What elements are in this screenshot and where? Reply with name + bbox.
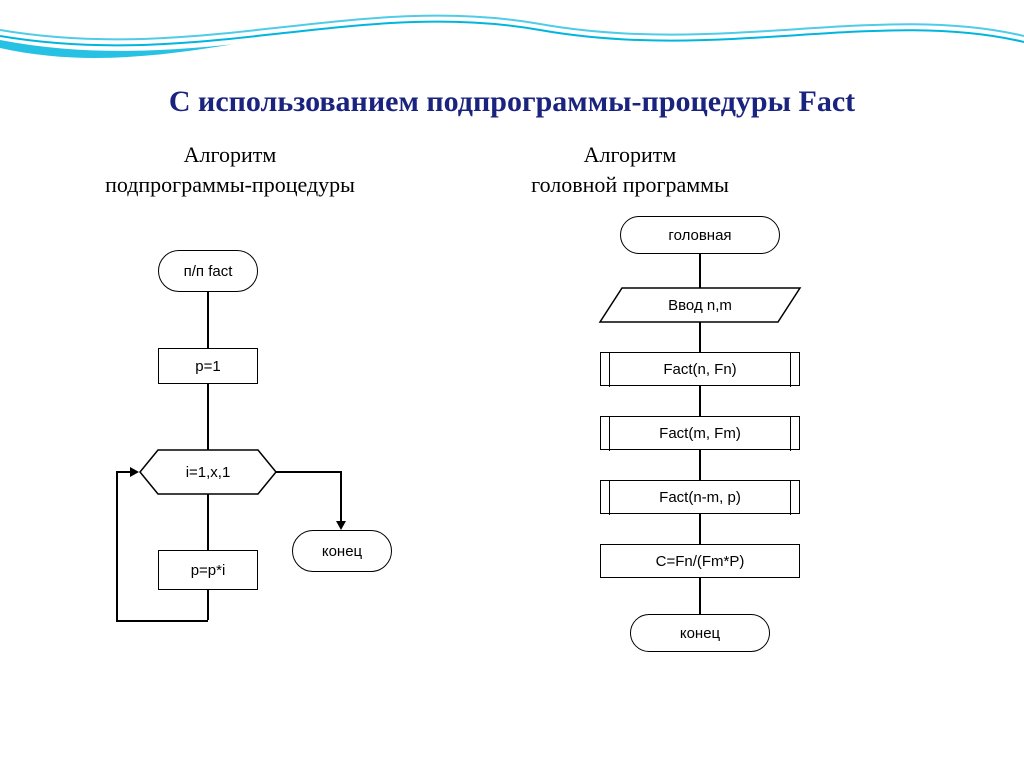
header-wave-decoration [0,0,1024,90]
left-subtitle: Алгоритм подпрограммы-процедуры [70,140,390,199]
node-in-shape [600,288,800,322]
node-calc-label: C=Fn/(Fm*P) [656,553,745,570]
edge [699,322,701,352]
page-title: С использованием подпрограммы-процедуры … [0,85,1024,119]
edge [116,471,118,621]
right-flowchart: головная Ввод n,m Fact(n, Fn) Fact(m, Fm… [560,216,900,746]
left-subtitle-line1: Алгоритм [184,142,277,167]
edge [699,514,701,544]
right-subtitle: Алгоритм головной программы [460,140,800,199]
arrow-down-icon [336,521,346,530]
node-end-left-label: конец [322,543,362,560]
node-p1: p=1 [158,348,258,384]
left-subtitle-line2: подпрограммы-процедуры [105,172,355,197]
node-body: p=p*i [158,550,258,590]
edge [699,386,701,416]
node-calc: C=Fn/(Fm*P) [600,544,800,578]
edge [276,471,340,473]
node-body-label: p=p*i [191,562,226,579]
right-subtitle-line2: головной программы [531,172,729,197]
node-start-left: п/п fact [158,250,258,292]
edge [207,292,209,348]
node-c1-label: Fact(n, Fn) [663,361,736,378]
edge [207,384,209,450]
node-end-left: конец [292,530,392,572]
node-start-right-label: головная [668,227,731,244]
left-flowchart: п/п fact p=1 i=1,x,1 p=p*i конец [110,230,440,710]
node-end-right: конец [630,614,770,652]
node-c3-label: Fact(n-m, p) [659,489,741,506]
node-c3: Fact(n-m, p) [600,480,800,514]
edge [340,471,342,523]
node-c2-label: Fact(m, Fm) [659,425,741,442]
node-c2: Fact(m, Fm) [600,416,800,450]
node-p1-label: p=1 [195,358,220,375]
edge [207,590,209,620]
right-subtitle-line1: Алгоритм [584,142,677,167]
arrow-right-icon [130,467,139,477]
node-start-right: головная [620,216,780,254]
edge [207,494,209,550]
node-loop-shape [140,450,276,494]
edge [699,450,701,480]
edge [699,254,701,288]
edge [116,620,208,622]
node-c1: Fact(n, Fn) [600,352,800,386]
edge [699,578,701,614]
node-start-left-label: п/п fact [184,263,233,280]
node-end-right-label: конец [680,625,720,642]
